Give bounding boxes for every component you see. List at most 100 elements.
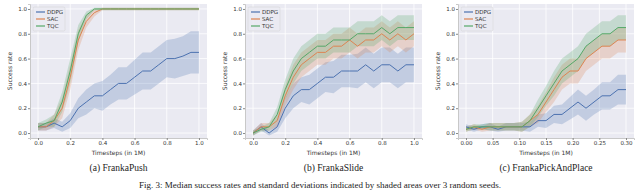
grid: [458, 4, 634, 138]
tick-label: 0.8: [233, 31, 242, 37]
tick: 0.4: [233, 81, 245, 87]
tick-label: 0.4: [233, 81, 242, 87]
tick-label: 0.6: [233, 56, 242, 62]
tick-label: 0.2: [18, 105, 27, 111]
axis-line: [246, 139, 423, 141]
tick: 0.4: [18, 81, 30, 87]
x-axis: 0.0 0.2 0.4 0.6 0.8 1.0: [246, 138, 423, 146]
tick-label: 0.8: [163, 140, 172, 146]
tick: 0.6: [446, 56, 458, 62]
tick-mark: [28, 34, 30, 35]
tick-label: 0.0: [18, 130, 27, 136]
tick: 0.2: [281, 138, 290, 146]
x-axis-label: Timesteps (in 1M): [91, 149, 146, 157]
legend-label: SAC: [262, 16, 273, 22]
panel: 0.00.20.40.60.81.00.00.20.40.60.81.0Time…: [221, 4, 423, 174]
tick-label: 0.2: [66, 140, 75, 146]
tick: 0.8: [446, 31, 458, 37]
legend-swatch: [36, 18, 45, 19]
tick-mark: [456, 108, 458, 109]
tick: 0.6: [346, 138, 355, 146]
series-line: [253, 34, 414, 133]
tick-label: 0.0: [446, 130, 455, 136]
series-line: [253, 28, 414, 133]
panel: 0.000.050.100.150.200.250.300.00.20.40.6…: [434, 4, 635, 174]
tick: 0.0: [249, 138, 258, 146]
y-axis: 0.0 0.2 0.4 0.6 0.8 1.0: [446, 5, 458, 139]
tick-mark: [28, 59, 30, 60]
tick-label: 1.0: [410, 140, 419, 146]
plot-background: [30, 4, 207, 138]
plot-background: [458, 4, 634, 138]
tick: 0.2: [18, 105, 30, 111]
legend-label: SAC: [475, 16, 486, 22]
tick-mark: [243, 108, 245, 109]
axis-line: [456, 5, 459, 139]
tick: 0.4: [446, 81, 458, 87]
tick: 0.6: [18, 56, 30, 62]
legend-label: TQC: [46, 23, 59, 29]
legend-box: [461, 7, 493, 31]
y-axis-label: Success rate: [221, 52, 228, 91]
tick-mark: [243, 83, 245, 84]
legend-swatch: [251, 25, 260, 26]
y-axis-label: Success rate: [434, 52, 441, 91]
tick: 1.0: [195, 138, 204, 146]
tick-label: 0.2: [233, 105, 242, 111]
tick-label: 1.0: [446, 6, 455, 12]
tick: 0.8: [18, 31, 30, 37]
tick-label: 0.0: [34, 140, 43, 146]
legend-swatch: [36, 25, 45, 26]
tick-mark: [243, 133, 245, 134]
subplot-title: (b) FrankaSlide: [304, 163, 363, 174]
legend-swatch: [251, 11, 260, 12]
tick: 0.0: [34, 138, 43, 146]
tick: 0.2: [233, 105, 245, 111]
tick-label: 0.0: [233, 130, 242, 136]
tick-mark: [243, 34, 245, 35]
panel: 0.00.20.40.60.81.00.00.20.40.60.81.0Time…: [6, 4, 208, 174]
series-line: [466, 28, 626, 130]
grid-line: [519, 4, 520, 138]
legend-label: DDPG: [262, 9, 278, 15]
tick: 0.15: [540, 138, 553, 146]
legend: DDPGSACTQC: [248, 7, 280, 31]
tick-label: 0.6: [18, 56, 27, 62]
tick: 0.8: [378, 138, 387, 146]
series-line: [253, 65, 414, 133]
x-axis: 0.00.20.40.60.81.0: [31, 138, 208, 146]
figure-caption: Fig. 3: Median success rates and standar…: [139, 180, 501, 190]
series-line: [466, 40, 626, 129]
subplot-title: (a) FrankaPush: [90, 163, 148, 174]
grid-line: [102, 4, 103, 138]
legend-swatch: [251, 18, 260, 19]
x-axis: 0.000.050.100.150.200.250.30: [459, 138, 635, 146]
tick: 1.0: [233, 6, 245, 12]
legend: DDPGSACTQC: [461, 7, 493, 31]
tick-mark: [28, 83, 30, 84]
grid-line: [30, 33, 207, 34]
legend-label: DDPG: [47, 9, 63, 15]
tick-label: 0.4: [18, 81, 27, 87]
legend-label: TQC: [261, 23, 274, 29]
axis-line: [28, 5, 31, 139]
tick: 1.0: [18, 6, 30, 12]
tick-label: 0.8: [378, 140, 387, 146]
legend-label: DDPG: [475, 9, 491, 15]
tick-label: 0.10: [514, 140, 527, 146]
tick-mark: [456, 9, 458, 10]
series-line: [38, 52, 199, 126]
tick-mark: [456, 83, 458, 84]
tick: 0.2: [446, 105, 458, 111]
legend-label: TQC: [474, 23, 487, 29]
tick-label: 1.0: [195, 140, 204, 146]
tick: 0.6: [233, 56, 245, 62]
tick-label: 0.6: [131, 140, 140, 146]
tick: 0.6: [131, 138, 140, 146]
tick-label: 0.4: [314, 140, 323, 146]
std-band: [253, 15, 414, 135]
legend-swatch: [464, 18, 473, 19]
legend-swatch: [464, 11, 473, 12]
tick-label: 0.00: [460, 140, 473, 146]
tick: 0.0: [18, 130, 30, 136]
